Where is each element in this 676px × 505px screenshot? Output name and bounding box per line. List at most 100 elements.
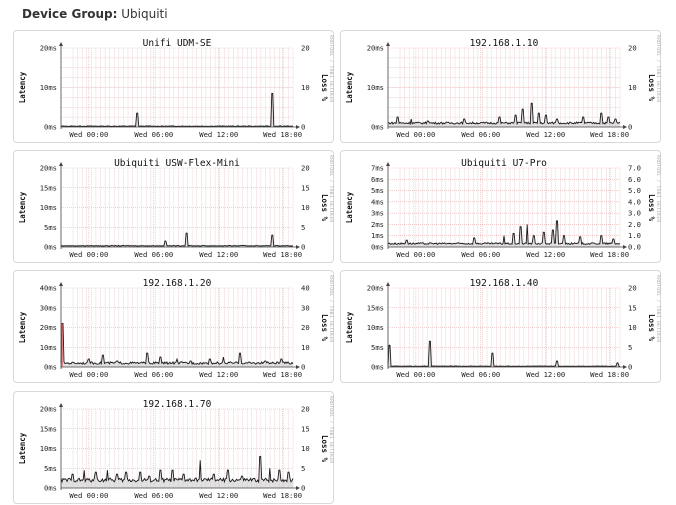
loss-tick-label: 20 [301, 323, 310, 332]
loss-tick-label: 2.0 [628, 220, 641, 229]
device-group-label: Device Group: [22, 7, 118, 21]
loss-axis-label: Loss % [320, 194, 329, 222]
loss-axis-label: Loss % [647, 74, 656, 102]
y-tick-label: 5ms [44, 464, 57, 473]
chart-card[interactable]: Unifi UDM-SE 20ms 20 10ms 10 0ms 0 Wed 00:00 Wed… [13, 30, 334, 143]
loss-tick-label: 10 [628, 323, 637, 332]
latency-axis-label: Latency [345, 191, 354, 223]
loss-tick-label: 3.0 [628, 209, 641, 218]
x-tick-label: Wed 18:00 [590, 370, 629, 379]
y-tick-label: 40ms [40, 284, 57, 293]
x-tick-label: Wed 00:00 [69, 250, 108, 259]
loss-tick-label: 5 [628, 343, 632, 352]
y-tick-label: 0ms [371, 363, 384, 372]
x-tick-label: Wed 06:00 [461, 370, 500, 379]
loss-tick-label: 10 [628, 83, 637, 92]
x-tick-label: Wed 06:00 [134, 250, 173, 259]
y-axis-arrow [59, 42, 63, 46]
y-tick-label: 10ms [40, 343, 57, 352]
x-axis-arrow [623, 125, 627, 129]
chart-card[interactable]: 192.168.1.40 20ms 20 15ms 15 10ms 10 5ms 5 0ms 0 We… [340, 270, 661, 383]
y-tick-label: 5ms [371, 186, 384, 195]
loss-tick-label: 20 [301, 44, 310, 53]
y-tick-label: 10ms [367, 83, 384, 92]
chart-title: Ubiquiti U7-Pro [461, 158, 547, 169]
chart-title: Unifi UDM-SE [143, 38, 212, 49]
y-tick-label: 10ms [40, 83, 57, 92]
latency-series-line [60, 92, 294, 128]
x-tick-label: Wed 00:00 [69, 370, 108, 379]
loss-tick-label: 5 [301, 223, 305, 232]
loss-axis-label: Loss % [320, 435, 329, 463]
latency-series-line [387, 102, 621, 126]
x-axis-arrow [296, 365, 300, 369]
x-tick-label: Wed 18:00 [263, 370, 302, 379]
latency-chart: Ubiquiti U7-Pro 7ms 7.0 6ms 6.0 5ms 5.0 4ms 4.0 3… [345, 155, 661, 259]
y-tick-label: 10ms [40, 203, 57, 212]
y-tick-label: 20ms [40, 323, 57, 332]
y-axis-arrow [59, 403, 63, 407]
chart-card[interactable]: 192.168.1.70 20ms 20 15ms 15 10ms 10 5ms 5 0ms 0 We… [13, 391, 334, 504]
latency-axis-label: Latency [18, 71, 27, 103]
chart-title: Ubiquiti USW-Flex-Mini [114, 158, 240, 169]
latency-axis-label: Latency [18, 191, 27, 223]
loss-tick-label: 20 [628, 284, 637, 293]
y-tick-label: 15ms [40, 183, 57, 192]
x-tick-label: Wed 18:00 [590, 250, 629, 259]
x-tick-label: Wed 12:00 [526, 130, 565, 139]
loss-tick-label: 20 [301, 164, 310, 173]
latency-chart: Ubiquiti USW-Flex-Mini 20ms 20 15ms 15 10ms 10… [18, 155, 334, 259]
chart-card[interactable]: 192.168.1.10 20ms 20 10ms 10 0ms 0 Wed 00:00 Wed… [340, 30, 661, 143]
y-axis-arrow [386, 42, 390, 46]
y-tick-label: 0ms [44, 363, 57, 372]
rrdtool-watermark: RRDTOOL / TOBI OETIKER [328, 155, 334, 222]
loss-tick-label: 0 [301, 123, 305, 132]
chart-card[interactable]: Ubiquiti USW-Flex-Mini 20ms 20 15ms 15 10ms 10… [13, 150, 334, 263]
loss-tick-label: 20 [628, 44, 637, 53]
loss-tick-label: 4.0 [628, 197, 641, 206]
loss-tick-label: 0.0 [628, 243, 641, 252]
y-tick-label: 5ms [44, 223, 57, 232]
chart-card[interactable]: Ubiquiti U7-Pro 7ms 7.0 6ms 6.0 5ms 5.0 4ms 4.0 3… [340, 150, 661, 263]
latency-series-line [60, 232, 294, 247]
loss-tick-label: 15 [628, 303, 637, 312]
y-tick-label: 7ms [371, 164, 384, 173]
page-title: Device Group: Ubiquiti [22, 7, 168, 21]
rrdtool-watermark: RRDTOOL / TOBI OETIKER [655, 275, 661, 342]
latency-series-line [387, 220, 620, 246]
latency-axis-label: Latency [345, 71, 354, 103]
loss-axis-label: Loss % [320, 74, 329, 102]
x-tick-label: Wed 18:00 [263, 130, 302, 139]
loss-tick-label: 40 [301, 284, 310, 293]
loss-tick-label: 7.0 [628, 164, 641, 173]
latency-axis-label: Latency [18, 311, 27, 343]
loss-tick-label: 20 [301, 405, 310, 414]
x-axis-arrow [296, 486, 300, 490]
y-tick-label: 20ms [40, 44, 57, 53]
x-tick-label: Wed 06:00 [134, 370, 173, 379]
latency-chart: 192.168.1.20 40ms 40 30ms 30 20ms 20 10ms 10 0ms 0… [18, 275, 334, 379]
y-tick-label: 0ms [44, 243, 57, 252]
chart-card[interactable]: 192.168.1.20 40ms 40 30ms 30 20ms 20 10ms 10 0ms 0… [13, 270, 334, 383]
y-tick-label: 30ms [40, 303, 57, 312]
y-tick-label: 0ms [44, 123, 57, 132]
rrdtool-watermark: RRDTOOL / TOBI OETIKER [655, 35, 661, 102]
loss-tick-label: 30 [301, 303, 310, 312]
y-tick-label: 0ms [371, 123, 384, 132]
loss-tick-label: 1.0 [628, 231, 641, 240]
x-tick-label: Wed 18:00 [263, 491, 302, 500]
latency-smoke-area [388, 102, 620, 127]
chart-title: 192.168.1.20 [143, 278, 212, 289]
loss-tick-label: 10 [301, 444, 310, 453]
loss-axis-label: Loss % [320, 314, 329, 342]
loss-tick-label: 0 [628, 363, 632, 372]
loss-tick-label: 0 [301, 363, 305, 372]
x-tick-label: Wed 00:00 [69, 130, 108, 139]
x-axis-arrow [296, 245, 300, 249]
y-tick-label: 15ms [367, 303, 384, 312]
loss-tick-label: 5 [301, 464, 305, 473]
latency-series-line [60, 455, 294, 484]
x-axis-arrow [296, 125, 300, 129]
